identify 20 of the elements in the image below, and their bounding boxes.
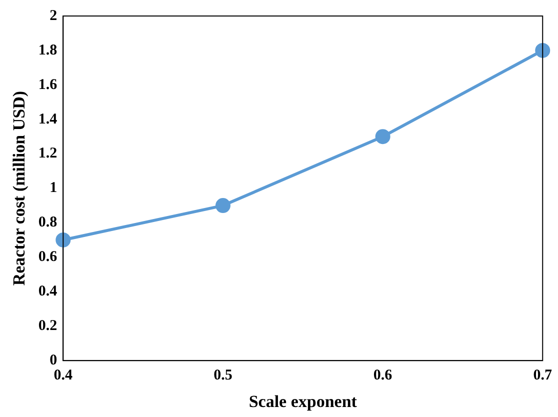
- y-tick-label: 2: [50, 8, 58, 24]
- point: [215, 198, 230, 214]
- y-tick-label: 1.6: [38, 76, 58, 93]
- y-tick-label: 0.6: [38, 249, 58, 266]
- y-tick-label: 0.4: [38, 284, 58, 300]
- x-tick-label: 0.5: [214, 367, 232, 384]
- point: [535, 42, 550, 58]
- x-axis-title: Scale exponent: [248, 392, 358, 412]
- y-tick-label: 1: [50, 180, 58, 196]
- point: [56, 232, 71, 248]
- y-tick-label: 1.4: [38, 111, 58, 128]
- y-axis-title: Reactor cost (million USD): [10, 90, 29, 286]
- y-tick-label: 0.8: [38, 214, 58, 231]
- y-tick-label: 0: [50, 352, 58, 368]
- y-tick-label: 1.8: [38, 42, 58, 58]
- x-tick-label: 0.7: [533, 367, 552, 384]
- y-tick-label: 1.2: [38, 146, 58, 162]
- y-tick-label: 0.2: [38, 318, 58, 334]
- point: [375, 129, 390, 144]
- x-tick-label: 0.6: [373, 367, 393, 384]
